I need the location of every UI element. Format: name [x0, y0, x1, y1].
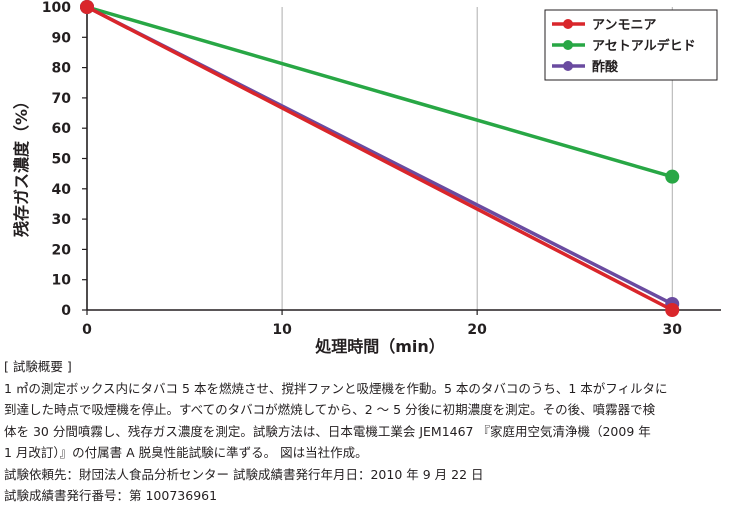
legend-label: アセトアルデヒド: [592, 38, 696, 54]
y-tick-label: 50: [52, 152, 72, 168]
y-axis-label: 残存ガス濃度（%）: [12, 93, 31, 237]
y-tick-label: 40: [52, 182, 72, 198]
x-axis-label: 処理時間（min）: [315, 337, 445, 356]
notes-report-no: 試験成績書発行番号：第 100736961: [4, 488, 218, 503]
notes-line: 1 月改訂）』の付属書 A 脱臭性能試験に準ずる。 図は当社作成。: [4, 445, 368, 460]
y-tick-label: 30: [52, 212, 72, 228]
y-tick-label: 90: [52, 30, 72, 46]
chart: 0 10 20 30 40 50 60 70 80 90 100 0 10 20 30 アンモニアアセトアル…: [12, 0, 721, 356]
legend-swatch-marker: [563, 40, 573, 50]
series-line-0: [85, 5, 674, 312]
x-tick-label: 10: [272, 322, 292, 338]
notes-client: 試験依頼先：財団法人食品分析センター 試験成績書発行年月日：2010 年 9 月…: [4, 466, 484, 482]
y-tick-label: 60: [52, 121, 72, 137]
x-tick-label: 20: [467, 322, 487, 338]
test-notes: [ 試験概要 ] 1 ㎥の測定ボックス内にタバコ 5 本を燃焼させ、撹拌ファンと…: [4, 356, 726, 507]
notes-line: 到達した時点で吸煙機を停止。すべてのタバコが燃焼してから、2 ～ 5 分後に初期…: [4, 402, 656, 417]
legend-swatch-marker: [563, 19, 573, 29]
data-point: [80, 0, 94, 14]
y-tick-label: 10: [52, 273, 72, 289]
legend-label: アンモニア: [592, 18, 656, 33]
notes-line: 1 ㎥の測定ボックス内にタバコ 5 本を燃焼させ、撹拌ファンと吸煙機を作動。5 …: [4, 380, 668, 396]
notes-heading: [ 試験概要 ]: [4, 359, 72, 374]
series-line-1: [85, 5, 674, 179]
legend-swatch-marker: [563, 61, 573, 71]
y-tick-label: 20: [52, 242, 72, 258]
y-tick-label: 0: [61, 303, 71, 319]
data-point: [665, 169, 680, 184]
y-tick-label: 80: [52, 61, 72, 77]
x-tick-label: 0: [82, 322, 92, 338]
y-tick-label: 70: [52, 91, 72, 107]
y-tick-label: 100: [42, 0, 71, 16]
legend-label: 酢酸: [592, 59, 619, 75]
x-tick-label: 30: [662, 322, 682, 338]
data-point: [665, 303, 680, 317]
notes-line: 体を 30 分間噴霧し、残存ガス濃度を測定。試験方法は、日本電機工業会 JEM1…: [4, 423, 651, 439]
